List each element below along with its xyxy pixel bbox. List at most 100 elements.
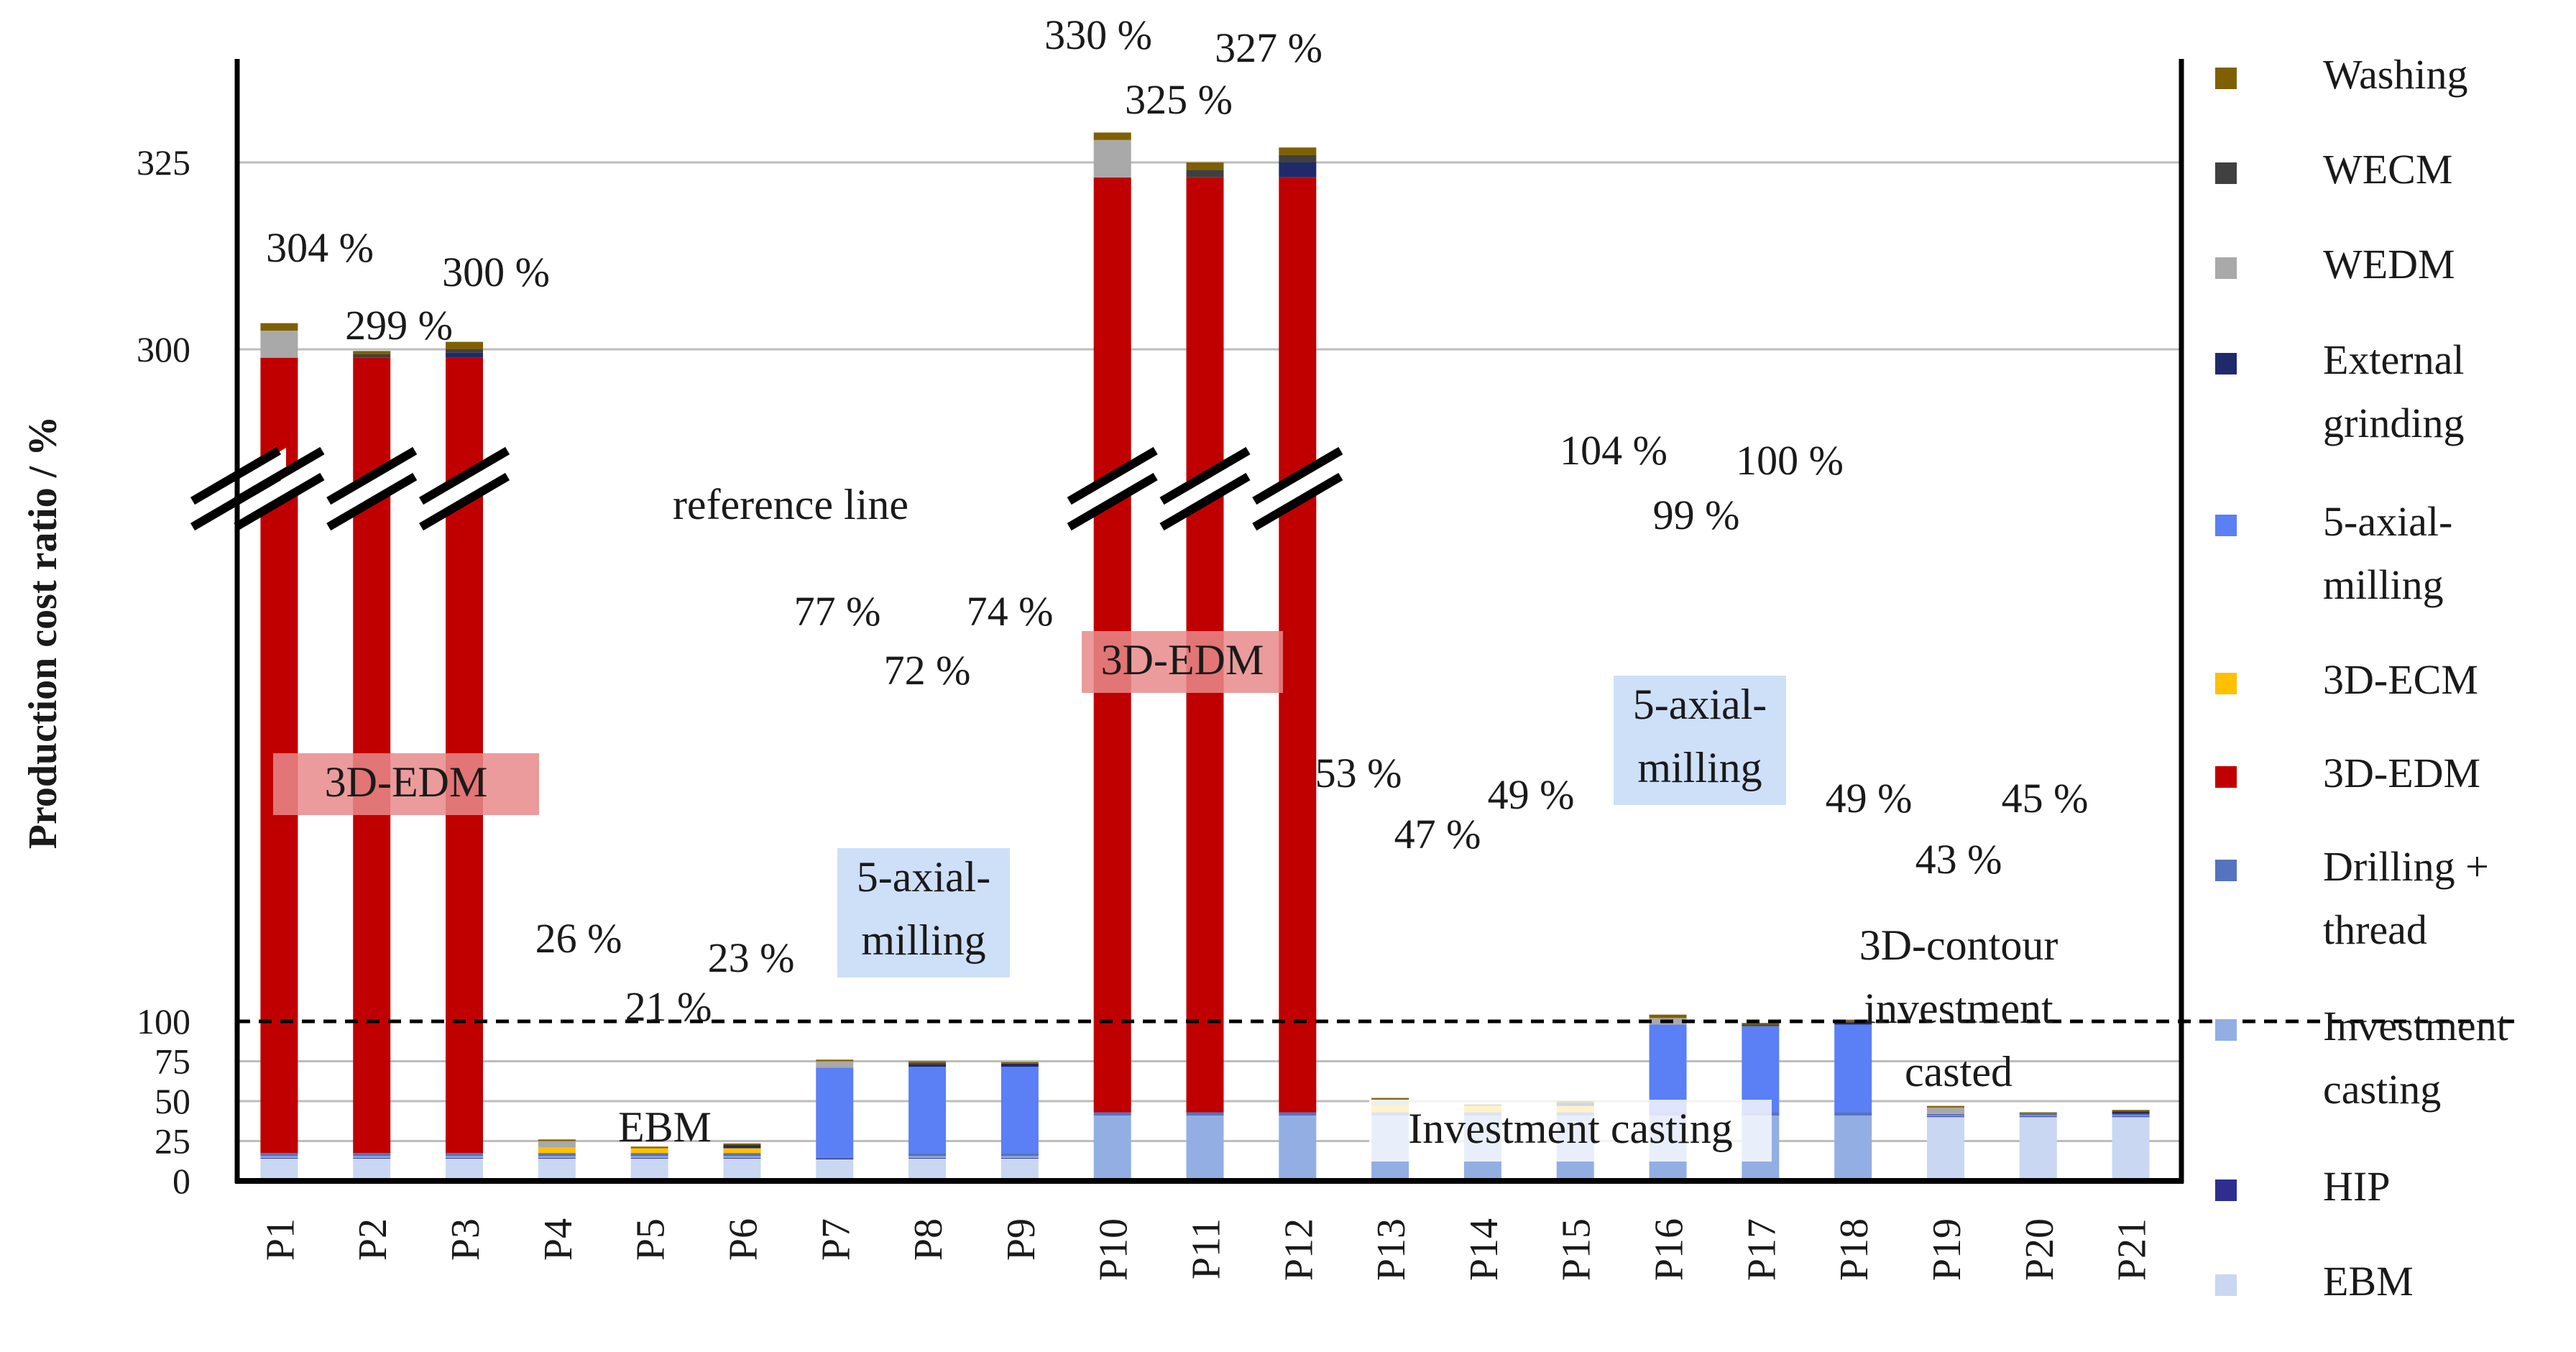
y-tick-label: 300 bbox=[137, 329, 190, 369]
total-label: 21 % bbox=[625, 983, 712, 1030]
bar-segment-hip bbox=[630, 1157, 668, 1159]
bar-segment-wedm bbox=[1093, 139, 1131, 178]
bar-segment-drilling-thread bbox=[2019, 1113, 2057, 1116]
legend-label: Washing bbox=[2323, 51, 2468, 98]
total-label: 26 % bbox=[535, 915, 622, 962]
bar-segment-investment-casting bbox=[908, 1156, 947, 1158]
y-tick-label: 100 bbox=[137, 1001, 190, 1041]
category-label: P11 bbox=[1184, 1218, 1229, 1279]
bar-segment-drilling-thread bbox=[538, 1153, 576, 1156]
total-labels: 304 % 299 % 300 % 26 %21 %23 % 77 %72 % 74 % 3… bbox=[266, 12, 2088, 1030]
bar-segment-external-grinding bbox=[2112, 1111, 2150, 1114]
total-label: 100 % bbox=[1736, 437, 1844, 484]
total-label: 104 % bbox=[1560, 427, 1668, 474]
bar-segment-washing bbox=[816, 1059, 854, 1062]
bar-segment-ebm bbox=[816, 1159, 854, 1181]
category-label: P1 bbox=[258, 1218, 303, 1261]
category-label: P21 bbox=[2110, 1218, 2155, 1281]
bar-segment-drilling-thread bbox=[1834, 1112, 1872, 1116]
category-label: P4 bbox=[536, 1218, 581, 1261]
bar-segment-ebm bbox=[1926, 1117, 1964, 1181]
bar-segment-external-grinding bbox=[1279, 162, 1317, 178]
axis-break-gap bbox=[1062, 448, 1163, 530]
bar-segment-investment-casting bbox=[1093, 1115, 1131, 1181]
total-label: 43 % bbox=[1915, 836, 2002, 883]
legend-swatch-investment-casting bbox=[2215, 1019, 2237, 1041]
bar-segment-drilling-thread bbox=[1000, 1153, 1039, 1156]
total-label: 45 % bbox=[2002, 775, 2089, 822]
bar-segment-washing bbox=[1742, 1023, 1780, 1025]
category-label: P17 bbox=[1739, 1218, 1784, 1281]
legend-label: Investment bbox=[2323, 1003, 2508, 1049]
y-tick-label: 0 bbox=[172, 1161, 190, 1201]
bar-segment-ebm bbox=[446, 1158, 484, 1181]
bar-segment-3d-ecm bbox=[723, 1148, 761, 1154]
legend-label: Drilling + bbox=[2323, 843, 2489, 890]
annotation-background bbox=[1082, 631, 1283, 693]
legend-label: grinding bbox=[2323, 400, 2465, 446]
bar-segment-wedm bbox=[1926, 1107, 1964, 1114]
bar-segment-5-axial-milling bbox=[1742, 1026, 1780, 1113]
bar-segment-wecm bbox=[446, 349, 484, 353]
bar-segment-investment-casting bbox=[1186, 1115, 1224, 1181]
bar-segment-washing bbox=[723, 1143, 761, 1146]
legend-label: 3D-EDM bbox=[2323, 750, 2480, 796]
bar-segment-washing bbox=[1649, 1014, 1687, 1018]
bar-segment-wedm bbox=[816, 1061, 854, 1068]
bar-segment-washing bbox=[353, 351, 391, 355]
legend-swatch-external-grinding bbox=[2215, 353, 2237, 374]
category-label: P20 bbox=[2018, 1218, 2062, 1281]
total-label: 325 % bbox=[1125, 76, 1233, 123]
bar-segment-hip bbox=[538, 1157, 576, 1159]
total-label: 99 % bbox=[1653, 492, 1740, 538]
category-label: P6 bbox=[721, 1218, 765, 1261]
legend-swatch-ebm bbox=[2215, 1274, 2237, 1296]
axis-break-mark bbox=[1159, 472, 1251, 531]
annotation-text: 5-axial- bbox=[1633, 681, 1767, 728]
bar-segment-hip bbox=[2112, 1116, 2150, 1118]
axis-break-gap bbox=[414, 448, 515, 530]
bar-segment-investment-casting bbox=[723, 1156, 761, 1158]
category-label: P13 bbox=[1369, 1218, 1414, 1281]
legend-label: 3D-ECM bbox=[2323, 656, 2478, 703]
annotation-text: 3D-EDM bbox=[325, 758, 488, 806]
bar-segment-washing bbox=[1093, 132, 1131, 140]
annotation-text: investment bbox=[1864, 985, 2053, 1032]
category-label: P2 bbox=[351, 1218, 395, 1261]
axis-break-mark bbox=[1252, 472, 1343, 531]
bar-segment-washing bbox=[1834, 1019, 1872, 1023]
total-label: 23 % bbox=[708, 934, 795, 981]
bar-segment-washing bbox=[1279, 147, 1317, 155]
bar-segment-washing bbox=[2019, 1112, 2057, 1114]
bar-segment-washing bbox=[1186, 162, 1224, 170]
bar-segment-ebm bbox=[1000, 1158, 1039, 1181]
bar-segment-wecm bbox=[1279, 155, 1317, 162]
bar-segment-external-grinding bbox=[1000, 1063, 1039, 1067]
bar-segment-hip bbox=[2019, 1116, 2057, 1118]
bar-segment-5-axial-milling bbox=[1649, 1024, 1687, 1113]
bar-segment-drilling-thread bbox=[446, 1153, 484, 1156]
total-label: 74 % bbox=[967, 588, 1054, 635]
axis-break-mark bbox=[419, 472, 510, 531]
bar-segment-wecm bbox=[353, 354, 391, 358]
reference-line-label: reference line bbox=[673, 481, 908, 528]
bar-segment-external-grinding bbox=[1834, 1022, 1872, 1025]
annotations: 3D-EDM 3D-EDM EBM 5-axial-milling 5-axial-mi… bbox=[273, 631, 2058, 1162]
category-label: P10 bbox=[1092, 1218, 1136, 1281]
bar-segment-washing bbox=[446, 341, 484, 349]
y-tick-label: 325 bbox=[137, 142, 190, 183]
total-label: 300 % bbox=[442, 249, 550, 295]
annotation-background bbox=[273, 753, 539, 815]
total-label: 49 % bbox=[1488, 771, 1575, 818]
category-label: P9 bbox=[999, 1218, 1044, 1261]
total-label: 327 % bbox=[1215, 24, 1322, 71]
category-label: P16 bbox=[1647, 1218, 1692, 1281]
axis-break-mark bbox=[234, 446, 325, 505]
legend-swatch-wecm bbox=[2215, 162, 2237, 184]
legend-label: WEDM bbox=[2323, 241, 2455, 288]
bar-segment-hip bbox=[260, 1157, 298, 1159]
bar-segment-washing bbox=[1371, 1098, 1409, 1100]
legend-label: 5-axial- bbox=[2323, 498, 2452, 545]
bar-segment-wedm bbox=[260, 331, 298, 358]
